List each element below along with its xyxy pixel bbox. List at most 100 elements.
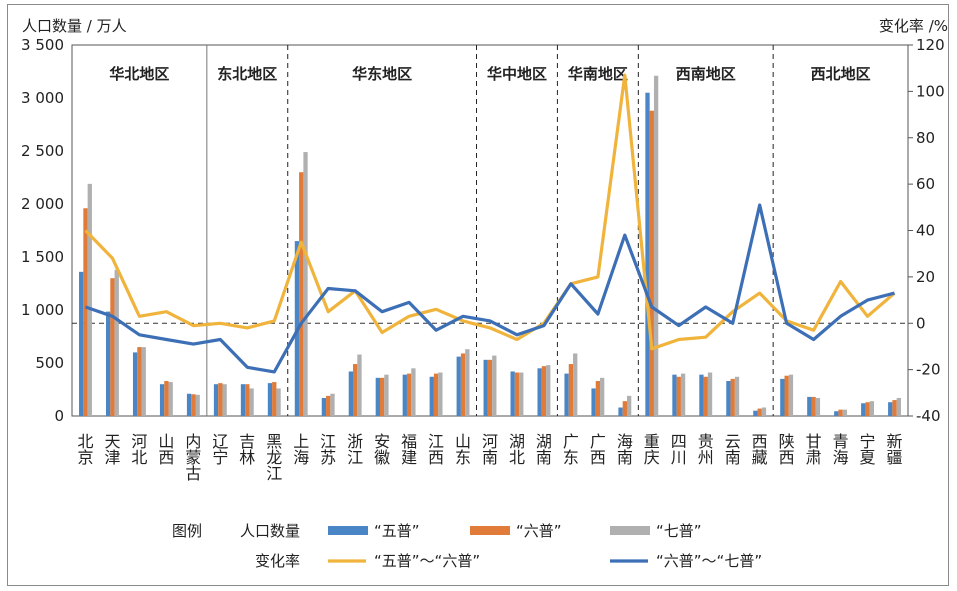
bar: [780, 378, 785, 416]
legend-line-label: “六普”～“七普”: [656, 552, 762, 570]
bar: [707, 372, 713, 416]
region-label: 西南地区: [676, 65, 736, 83]
category-label: 新疆: [887, 432, 903, 467]
category-label: 广西: [590, 432, 606, 467]
left-tick-label: 1 000: [21, 301, 64, 319]
category-label: 西藏: [752, 432, 768, 467]
bar: [195, 394, 200, 416]
bar: [87, 183, 92, 416]
bar: [600, 377, 605, 416]
bar: [141, 347, 146, 416]
category-label: 辽宁: [212, 432, 228, 467]
bar: [842, 409, 848, 416]
bar: [483, 359, 488, 416]
bar: [676, 376, 681, 416]
bar: [892, 400, 897, 416]
bar: [834, 411, 839, 416]
bar: [757, 408, 762, 416]
bar: [299, 172, 304, 416]
bar: [326, 395, 331, 416]
bar: [788, 374, 794, 416]
category-label: 上海: [293, 432, 309, 467]
bar: [402, 374, 407, 416]
bar: [79, 271, 84, 416]
bar: [411, 368, 416, 416]
bar: [438, 372, 443, 416]
legend-lines-group-label: 变化率: [255, 552, 300, 570]
category-label: 广东: [563, 432, 579, 467]
category-label: 四川: [671, 432, 687, 467]
category-label: 福建: [401, 432, 417, 467]
legend-bar-swatch: [328, 526, 368, 535]
category-label: 山西: [158, 432, 174, 467]
bar: [568, 364, 574, 416]
bar: [429, 376, 434, 416]
bar: [240, 384, 246, 416]
region-label: 华北地区: [109, 65, 169, 83]
left-tick-label: 2 000: [21, 195, 64, 213]
right-axis-title: 变化率 /%: [879, 17, 948, 35]
bar: [703, 376, 708, 416]
bar: [645, 92, 650, 416]
bar: [272, 382, 277, 416]
bar: [110, 278, 115, 416]
category-label: 江苏: [320, 432, 336, 467]
region-label: 华东地区: [352, 65, 412, 83]
bar: [896, 397, 901, 416]
bar: [564, 373, 569, 416]
legend-title: 图例: [172, 522, 202, 540]
category-label: 陕西: [779, 432, 795, 467]
right-tick-label: -20: [916, 361, 941, 379]
legend-line-label: “五普”～“六普”: [374, 552, 480, 570]
bar: [164, 381, 169, 416]
bar: [191, 394, 196, 416]
left-axis-title: 人口数量 / 万人: [22, 17, 127, 35]
bar: [784, 375, 789, 416]
left-tick-label: 1 500: [21, 248, 64, 266]
left-tick-label: 0: [54, 407, 64, 425]
bar: [433, 373, 439, 416]
bar: [114, 269, 119, 416]
bar: [649, 110, 654, 416]
bar: [761, 407, 767, 416]
bar: [726, 381, 731, 416]
right-tick-label: 20: [916, 268, 935, 286]
bar: [734, 376, 740, 416]
bar: [573, 353, 578, 416]
series-line: [84, 203, 895, 374]
region-label: 华南地区: [568, 65, 628, 83]
category-label: 山东: [455, 432, 471, 467]
category-label: 吉林: [239, 432, 255, 467]
bar: [487, 359, 493, 416]
category-label: 云南: [725, 432, 741, 467]
bar: [541, 366, 547, 416]
right-tick-label: 60: [916, 175, 935, 193]
right-tick-label: -40: [916, 407, 941, 425]
bar: [546, 365, 551, 416]
bar: [218, 383, 223, 416]
bar: [622, 401, 627, 416]
bar: [672, 374, 677, 416]
category-label: 青海: [833, 432, 849, 467]
legend-bar-label: “六普”: [516, 522, 562, 540]
region-label: 华中地区: [487, 65, 547, 83]
bar: [815, 397, 821, 416]
category-label: 宁夏: [860, 432, 876, 467]
bar: [406, 373, 412, 416]
bar: [375, 377, 380, 416]
legend-bar-swatch: [610, 526, 650, 535]
bar: [514, 372, 520, 416]
bar: [168, 382, 173, 416]
bar: [321, 397, 327, 416]
bar: [591, 388, 596, 416]
bar: [680, 373, 686, 416]
legend-bars-group-label: 人口数量: [240, 522, 300, 540]
bar: [510, 371, 515, 416]
bar: [465, 349, 470, 416]
bar: [626, 395, 632, 416]
bar: [811, 396, 816, 416]
bar: [137, 347, 142, 416]
chart-frame: [7, 4, 949, 586]
bar: [245, 384, 250, 416]
bar: [865, 402, 870, 416]
